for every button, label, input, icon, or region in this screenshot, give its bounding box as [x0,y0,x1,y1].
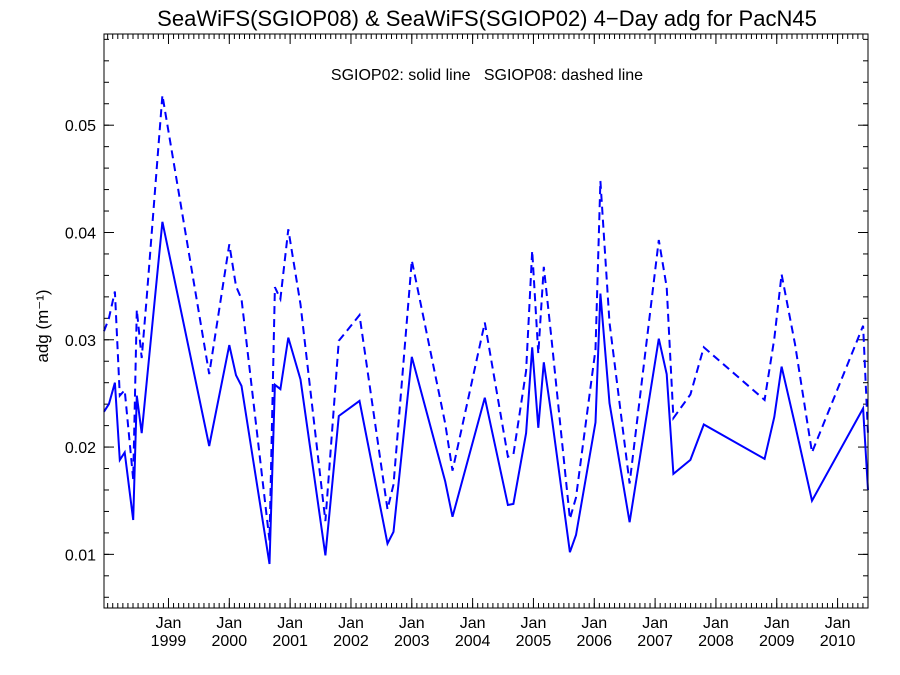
x-tick-month-label: Jan [156,615,182,632]
series-line-sgiop08 [103,95,869,541]
x-tick-year-label: 2010 [820,633,856,650]
x-tick-year-label: 2005 [516,633,552,650]
x-tick-month-label: Jan [338,615,364,632]
x-tick-year-label: 2009 [759,633,795,650]
series-line-sgiop02 [103,221,869,565]
x-tick-month-label: Jan [703,615,729,632]
x-tick-month-label: Jan [825,615,851,632]
x-tick-month-label: Jan [581,615,607,632]
series-layer [103,95,869,565]
x-tick-month-label: Jan [460,615,486,632]
chart-title: SeaWiFS(SGIOP08) & SeaWiFS(SGIOP02) 4−Da… [157,6,817,31]
x-tick-month-label: Jan [277,615,303,632]
y-tick-label: 0.05 [65,118,96,135]
minor-ticks [104,34,869,608]
x-tick-year-label: 2003 [394,633,430,650]
x-tick-year-label: 2006 [576,633,612,650]
x-tick-month-label: Jan [216,615,242,632]
x-tick-year-label: 2008 [698,633,734,650]
x-tick-labels: Jan1999Jan2000Jan2001Jan2002Jan2003Jan20… [151,615,856,650]
x-tick-month-label: Jan [399,615,425,632]
y-tick-label: 0.02 [65,440,96,457]
x-tick-year-label: 2007 [637,633,673,650]
x-tick-year-label: 2001 [272,633,308,650]
x-tick-year-label: 2000 [212,633,248,650]
major-ticks [104,34,868,608]
x-tick-year-label: 1999 [151,633,187,650]
x-tick-month-label: Jan [764,615,790,632]
x-tick-year-label: 2002 [333,633,369,650]
x-tick-month-label: Jan [521,615,547,632]
y-tick-label: 0.04 [65,225,96,242]
plot-frame [103,33,869,609]
y-tick-labels: 0.01 0.02 0.03 0.04 0.05 [65,118,96,564]
legend-annotation: SGIOP02: solid line SGIOP08: dashed line [331,67,643,84]
y-tick-label: 0.01 [65,547,96,564]
y-axis-label: adg (m⁻¹) [33,289,52,362]
x-tick-year-label: 2004 [455,633,491,650]
x-tick-month-label: Jan [642,615,668,632]
y-tick-label: 0.03 [65,333,96,350]
